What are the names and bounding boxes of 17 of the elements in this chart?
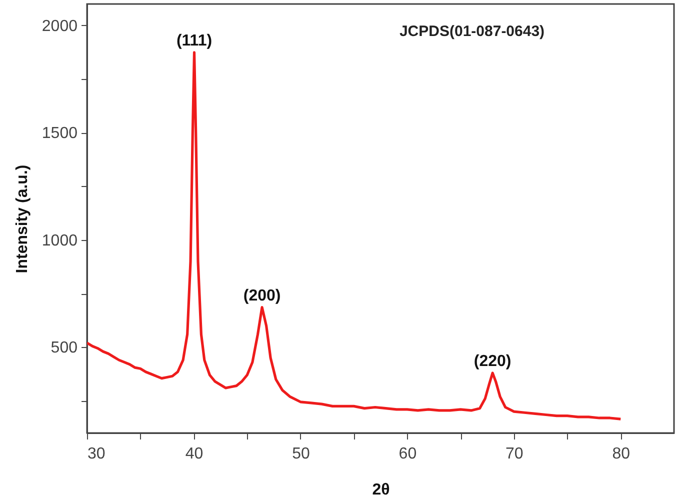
y-tick-label: 2000 bbox=[42, 18, 78, 35]
x-tick-label: 40 bbox=[185, 446, 204, 462]
y-tick-label: 1000 bbox=[42, 232, 78, 250]
x-axis-title: 2θ bbox=[372, 482, 390, 498]
annotation: (220) bbox=[474, 352, 512, 370]
x-tick-label: 60 bbox=[398, 446, 417, 462]
line-series bbox=[87, 51, 622, 420]
annotation: JCPDS(01-087-0643) bbox=[399, 23, 545, 40]
x-tick-label: 70 bbox=[506, 446, 524, 462]
x-tick-label: 30 bbox=[88, 446, 106, 462]
x-tick-label: 50 bbox=[292, 446, 310, 462]
y-tick-label: 500 bbox=[50, 340, 78, 357]
annotation: (200) bbox=[243, 287, 281, 304]
x-tick-label: 80 bbox=[612, 446, 630, 462]
annotation: (111) bbox=[176, 32, 212, 50]
y-tick-label: 1500 bbox=[42, 125, 78, 142]
y-axis-title: Intensity (a.u.) bbox=[14, 164, 31, 274]
